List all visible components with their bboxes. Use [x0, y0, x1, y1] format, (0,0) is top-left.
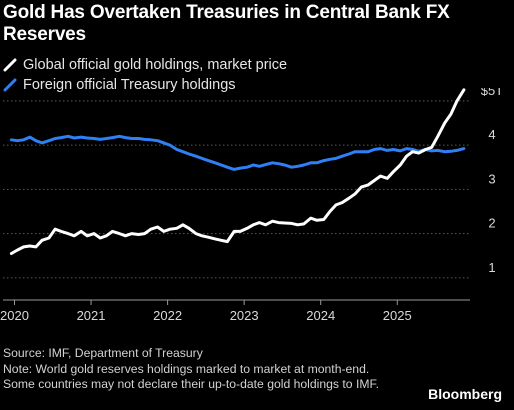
x-tick-label: 2023 — [230, 308, 259, 323]
y-tick-label: 3 — [488, 171, 495, 186]
legend-label-treasury: Foreign official Treasury holdings — [23, 77, 236, 93]
y-tick-label: 1 — [488, 260, 495, 275]
y-tick-label: 2 — [488, 216, 495, 231]
source-text: Source: IMF, Department of Treasury — [3, 346, 203, 360]
chart-title: Gold Has Overtaken Treasuries in Central… — [3, 2, 450, 45]
x-tick-label: 2025 — [383, 308, 412, 323]
x-tick-label: 2024 — [306, 308, 335, 323]
bloomberg-logo: Bloomberg — [428, 386, 502, 402]
chart-plot: 1 2 3 4 $5T 2020 2021 2022 2023 2024 2025 — [0, 88, 503, 323]
legend: Global official gold holdings, market pr… — [3, 55, 287, 95]
footer: Source: IMF, Department of Treasury Note… — [3, 346, 388, 393]
series-line-gold — [9, 88, 466, 255]
y-tick-label: $5T — [481, 88, 503, 98]
series-line-treasury — [9, 134, 466, 171]
legend-item-gold: Global official gold holdings, market pr… — [3, 55, 287, 75]
legend-label-gold: Global official gold holdings, market pr… — [23, 57, 288, 73]
note-text: Note: World gold reserves holdings marke… — [3, 361, 379, 392]
y-tick-label: 4 — [488, 127, 495, 142]
x-tick-label: 2020 — [0, 308, 29, 323]
legend-item-treasury: Foreign official Treasury holdings — [3, 75, 287, 95]
legend-swatch-gold — [3, 58, 17, 72]
x-tick-label: 2022 — [153, 308, 182, 323]
x-tick-label: 2021 — [77, 308, 106, 323]
legend-swatch-treasury — [3, 78, 17, 92]
